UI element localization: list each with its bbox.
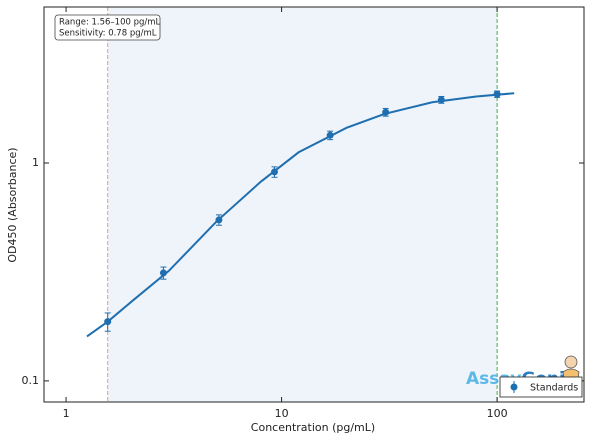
- y-tick-label: 1: [32, 156, 39, 169]
- annotation-text: Sensitivity: 0.78 pg/mL: [59, 29, 157, 39]
- annotation-text: Range: 1.56–100 pg/mL: [59, 18, 161, 28]
- y-axis-label: OD450 (Absorbance): [6, 147, 19, 262]
- annotation-box: [54, 14, 161, 41]
- x-tick-label: 10: [275, 407, 289, 420]
- point: [270, 168, 278, 176]
- x-tick-label: 100: [487, 407, 508, 420]
- point: [437, 96, 445, 104]
- point: [493, 90, 501, 98]
- x-tick-label: 1: [63, 407, 70, 420]
- point: [382, 108, 390, 116]
- legend-box: [499, 376, 583, 398]
- point: [215, 216, 223, 224]
- point: [159, 269, 167, 277]
- point: [326, 131, 334, 139]
- x-axis-label: Concentration (pg/mL): [251, 421, 375, 434]
- plot-frame: [43, 6, 585, 403]
- shaded-range: [107, 7, 498, 402]
- point: [104, 318, 112, 326]
- legend-label: Standards: [530, 383, 578, 394]
- y-tick-label: 0.1: [22, 374, 40, 387]
- logo-icon: [564, 355, 578, 369]
